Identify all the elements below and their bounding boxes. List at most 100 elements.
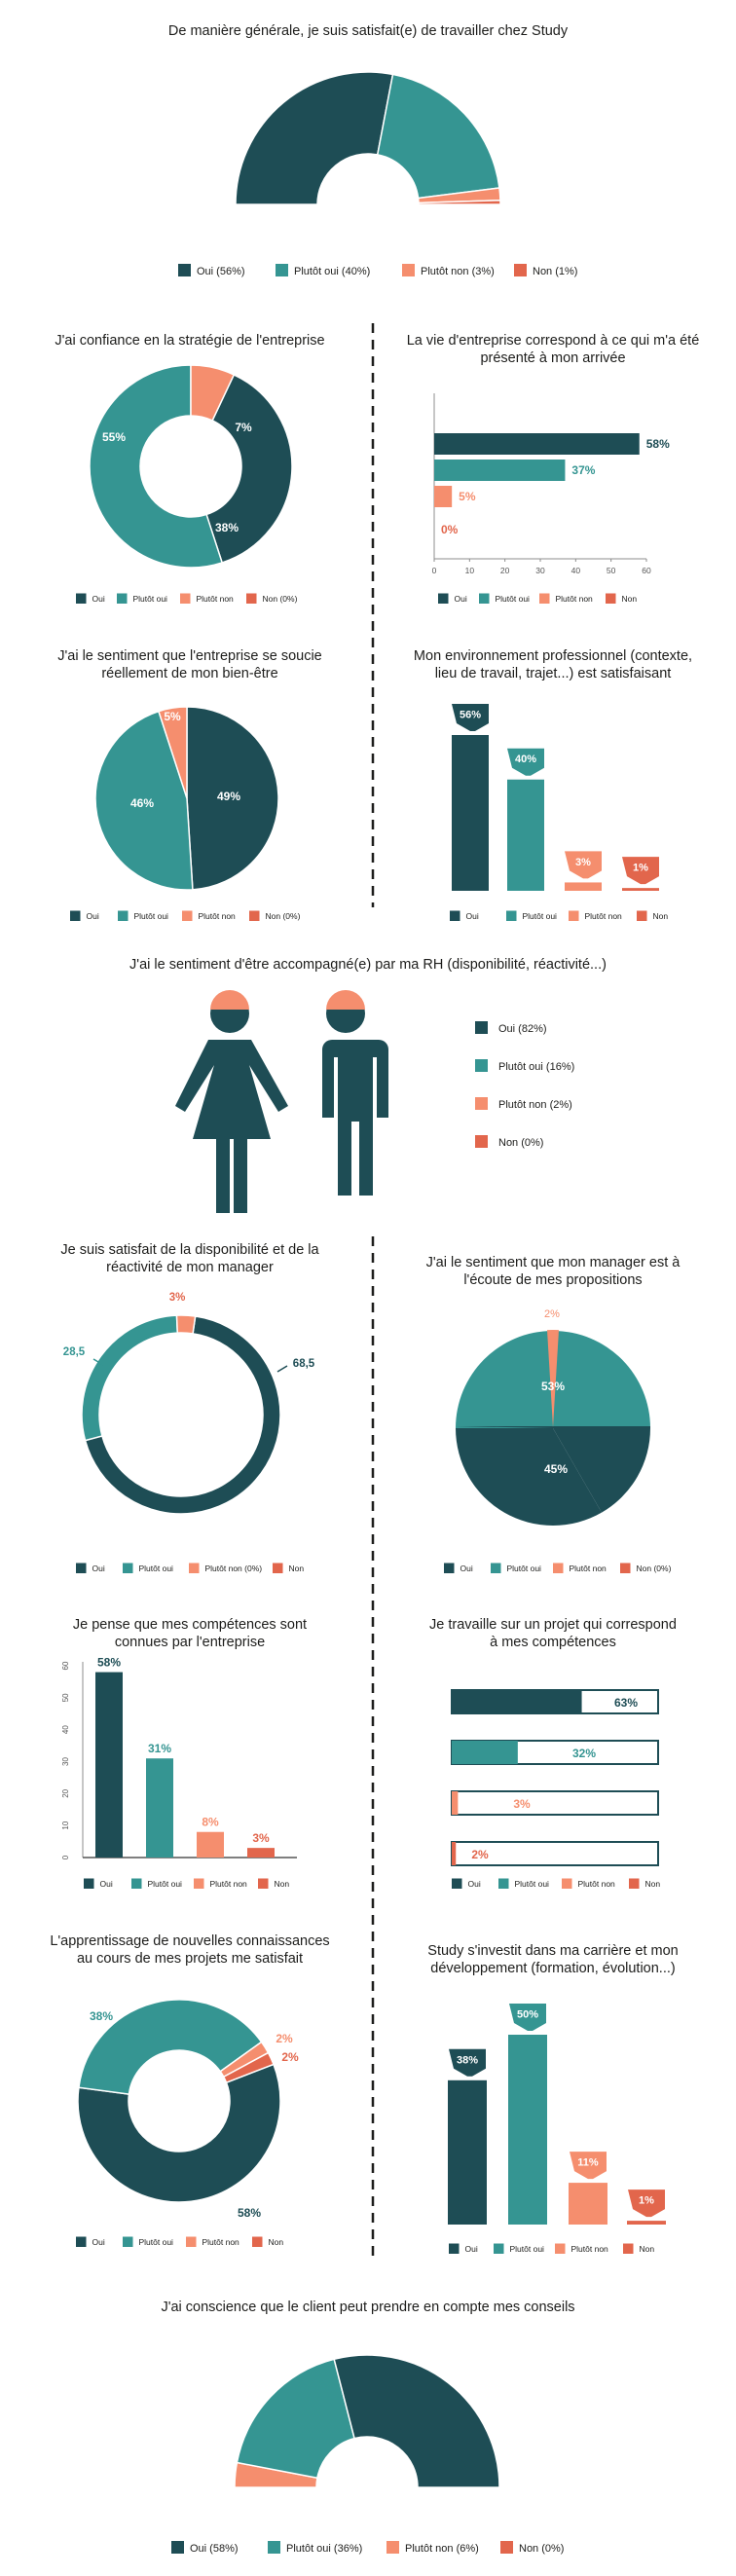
legend-item-oui: Oui [438, 593, 467, 604]
chart-title: Study s'investit dans ma carrière et mon… [427, 1943, 678, 1976]
chart-confiance: J'ai confiance en la stratégie de l'entr… [55, 333, 325, 604]
legend-swatch [258, 1878, 269, 1889]
legend-swatch [249, 910, 260, 921]
legend: Oui Plutôt oui Plutôt non Non [84, 1878, 290, 1889]
legend-label: Plutôt non (0%) [205, 1564, 263, 1573]
slice-oui [186, 706, 279, 891]
legend-swatch [84, 1878, 94, 1889]
legend-swatch [562, 1878, 572, 1889]
bar-3 [247, 1848, 275, 1858]
data-label: 55% [102, 430, 126, 444]
legend-label: Non [645, 1879, 661, 1889]
x-tick-label: 0 [432, 566, 437, 575]
legend-swatch [252, 2236, 263, 2247]
progress-fill-3 [452, 1842, 457, 1865]
legend-label: Plutôt oui [515, 1879, 550, 1889]
legend-label: Oui [92, 1564, 105, 1573]
legend-label: Plutôt oui [133, 594, 168, 604]
legend-swatch [402, 264, 415, 276]
callout-shape [622, 857, 659, 885]
data-label: 58% [646, 437, 670, 451]
legend-item-plutot-oui: Plutôt oui [498, 1878, 550, 1889]
data-label: 0% [441, 523, 459, 536]
bar-1 [508, 2035, 547, 2225]
legend-label: Oui (82%) [498, 1023, 547, 1035]
legend-swatch [500, 2541, 513, 2554]
legend-label: Plutôt non [556, 594, 594, 604]
legend-label: Non (0%) [266, 911, 301, 921]
chart-title: Je pense que mes compétences sont connues… [73, 1617, 307, 1650]
legend-swatch [273, 1563, 283, 1573]
legend-label: Non [275, 1879, 290, 1889]
y-tick-label: 60 [61, 1661, 70, 1670]
data-label: 53% [541, 1380, 565, 1393]
legend-swatch [186, 2236, 197, 2247]
data-label: 3% [252, 1831, 270, 1845]
legend-item-plutot-non: Plutôt non [555, 2243, 609, 2254]
legend: Oui Plutôt oui Plutôt non Non [449, 2243, 654, 2254]
legend-item-plutot-oui: Plutôt oui [491, 1563, 541, 1573]
legend: Oui Plutôt oui Plutôt non Non [452, 1878, 661, 1889]
legend-label: Plutôt non (2%) [498, 1099, 572, 1111]
legend-label: Plutôt oui [134, 911, 169, 921]
chart-title: La vie d'entreprise correspond à ce qui … [407, 333, 700, 366]
legend: Oui Plutôt oui Plutôt non Non (0%) [70, 910, 301, 921]
legend-label: Plutôt non [571, 2244, 609, 2254]
slice-plutot-oui [89, 364, 224, 569]
legend-label: Plutôt non [197, 594, 235, 604]
legend-swatch [246, 593, 257, 604]
legend-swatch [475, 1021, 488, 1034]
data-label: 56% [460, 710, 481, 721]
data-label: 46% [130, 796, 154, 810]
legend-label: Plutôt oui (36%) [286, 2543, 362, 2555]
legend-item-plutot-non: Plutôt non [182, 910, 236, 921]
legend-swatch [539, 593, 550, 604]
data-label: 2% [544, 1308, 560, 1320]
data-label: 28,5 [63, 1346, 86, 1358]
legend-item-plutot-non: Plutôt non [180, 593, 235, 604]
legend-item-oui: Oui [76, 2236, 105, 2247]
data-label: 37% [571, 463, 595, 477]
chart-title: J'ai le sentiment d'être accompagné(e) p… [129, 957, 607, 973]
chart-carriere: Study s'investit dans ma carrière et mon… [427, 1943, 679, 2254]
legend-label: Plutôt non [585, 911, 623, 921]
slice-oui [235, 71, 394, 205]
bar-0 [452, 735, 489, 891]
legend-swatch [506, 910, 517, 921]
legend-swatch [637, 910, 647, 921]
female-figure-icon [175, 990, 288, 1213]
legend-label: Non (0%) [263, 594, 298, 604]
legend-label: Non [653, 911, 669, 921]
legend-swatch [555, 2243, 566, 2254]
legend-item-plutot-non: Plutôt non [569, 910, 623, 921]
legend-item-plutot-non: Plutôt non [194, 1878, 248, 1889]
chart-title: De manière générale, je suis satisfait(e… [168, 23, 569, 39]
legend: Oui Plutôt oui Plutôt non Non [76, 2236, 284, 2247]
legend-label: Plutôt non (6%) [405, 2543, 479, 2555]
slice-plutot-non [190, 364, 236, 422]
progress-fill-0 [452, 1690, 582, 1713]
body [313, 1040, 388, 1196]
legend-label: Non [289, 1564, 305, 1573]
data-label: 3% [169, 1292, 186, 1304]
legend-item-oui: Oui [444, 1563, 473, 1573]
bar-2 [197, 1831, 224, 1858]
chart-title: Je suis satisfait de la disponibilité et… [60, 1242, 319, 1275]
chart-manager-dispo: Je suis satisfait de la disponibilité et… [60, 1242, 320, 1573]
legend-label: Plutôt oui [139, 1564, 174, 1573]
data-label: 5% [459, 490, 476, 503]
legend-label: Plutôt non [210, 1879, 248, 1889]
legend-swatch [268, 2541, 280, 2554]
x-tick-label: 20 [500, 566, 510, 575]
legend-item-oui: Oui [84, 1878, 113, 1889]
legend-item-oui: Oui [452, 1878, 481, 1889]
legend-swatch [569, 910, 579, 921]
chart-rh: J'ai le sentiment d'être accompagné(e) p… [129, 957, 607, 1213]
chart-environnement: Mon environnement professionnel (context… [414, 648, 692, 921]
data-label: 32% [572, 1747, 596, 1760]
legend-swatch [180, 593, 191, 604]
legend-label: Non [269, 2237, 284, 2247]
legend-label: Oui [466, 911, 479, 921]
x-tick-label: 10 [465, 566, 475, 575]
